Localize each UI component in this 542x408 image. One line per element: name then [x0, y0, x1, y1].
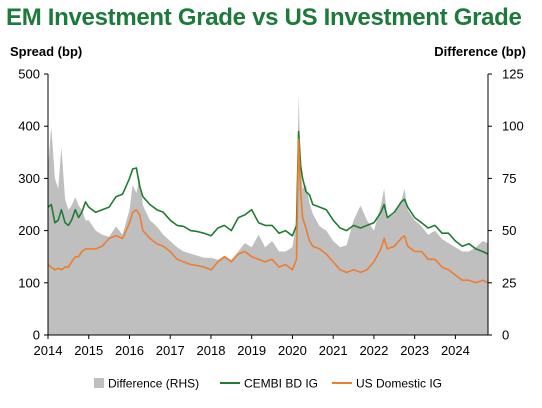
- y-right-tick-label: 75: [502, 171, 516, 186]
- axes-layer: 0 100 200 300 400 500 0 25 50 75 100 125 2014 2015 201…: [18, 67, 523, 359]
- legend-swatch-difference: [94, 378, 104, 388]
- legend-label: US Domestic IG: [356, 377, 442, 391]
- y-left-tick-label: 500: [18, 67, 40, 82]
- y-left-tick-label: 100: [18, 275, 40, 290]
- series-area-difference: [48, 94, 488, 336]
- legend-label: Difference (RHS): [108, 377, 199, 391]
- y-left-tick-label: 300: [18, 171, 40, 186]
- y-right-tick-label: 25: [502, 275, 516, 290]
- x-tick-label: 2023: [400, 343, 429, 358]
- y-axis-right-title: Difference (bp): [434, 44, 526, 59]
- series-line-us: [47, 138, 489, 284]
- y-left-tick-label: 200: [18, 223, 40, 238]
- x-tick-label: 2022: [359, 343, 388, 358]
- x-tick-label: 2020: [278, 343, 307, 358]
- x-tick-label: 2019: [237, 343, 266, 358]
- y-left-tick-label: 400: [18, 119, 40, 134]
- y-right-tick-label: 50: [502, 223, 516, 238]
- x-tick-label: 2024: [441, 343, 470, 358]
- series-line-layer: [47, 130, 489, 284]
- x-tick-label: 2017: [156, 343, 185, 358]
- chart-title: EM Investment Grade vs US Investment Gra…: [6, 4, 522, 31]
- difference-area-layer: [48, 94, 488, 336]
- x-tick-label: 2021: [319, 343, 348, 358]
- x-tick-label: 2014: [34, 343, 63, 358]
- legend-label: CEMBI BD IG: [244, 377, 318, 391]
- y-right-tick-label: 100: [502, 119, 524, 134]
- x-tick-label: 2015: [74, 343, 103, 358]
- y-right-tick-label: 0: [502, 328, 509, 343]
- x-tick-label: 2018: [197, 343, 226, 358]
- y-axis-left-title: Spread (bp): [10, 44, 82, 59]
- y-right-tick-label: 125: [502, 67, 524, 82]
- y-left-tick-label: 0: [33, 328, 40, 343]
- series-line-cembi: [47, 130, 489, 255]
- x-tick-label: 2016: [115, 343, 144, 358]
- legend: Difference (RHS) CEMBI BD IG US Domestic I…: [94, 377, 442, 391]
